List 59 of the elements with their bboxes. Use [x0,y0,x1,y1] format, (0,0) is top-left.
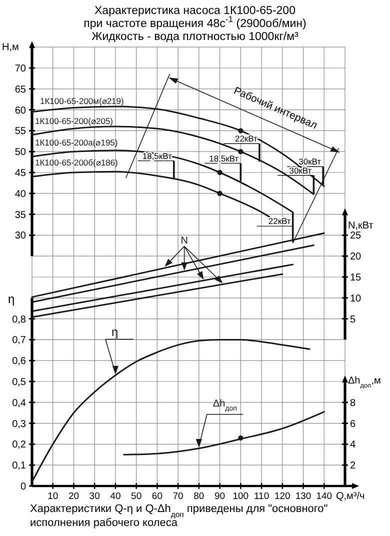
y2-axis-title: N,кВт [348,220,374,232]
x-tick-label: 60 [152,491,162,502]
x-tick-label: 140 [316,491,332,502]
series-label: 1К100-65-200а(⌀195) [35,138,118,148]
annotation: 22кВт [234,134,258,144]
y-axis-title: H,м [2,42,19,54]
y-tick-label: 0,4 [12,398,26,409]
y2-tick-label: 6 [350,418,356,430]
x-tick-label: 70 [172,491,184,502]
x-tick-label: 120 [274,491,290,502]
y-tick-label: 40 [14,188,26,200]
x-tick-label: 40 [110,491,121,502]
y-tick-label: 0,2 [12,440,26,451]
y2-tick-label: 4 [350,440,356,451]
y-tick-label: 0,5 [12,377,26,388]
annotation: 18,5кВт [142,150,172,161]
y2-tick-label: 8 [350,398,356,409]
y2-tick-label: 10 [350,293,362,304]
y2-axis-title: Δh$_{доп}$,м [348,376,381,389]
x-tick-label: 100 [232,491,249,502]
y2-tick-label: 25 [350,230,362,242]
x-tick-label: 90 [214,491,226,502]
text: Δh$_{доп}$ [212,398,238,412]
x-tick-label: 80 [194,491,204,502]
chart-title: Характеристика насоса 1К100-65-200 [94,5,296,17]
y-tick-label: 0,1 [12,460,26,472]
series-label: 1К100-65-200м(⌀219) [40,96,124,106]
y-tick-label: 0 [20,482,26,492]
x-axis-title: Q,м³/ч [336,491,365,502]
y-axis-title: η [8,292,15,306]
y-tick-label: 0,8 [12,314,26,326]
y-tick-label: 30 [14,230,26,242]
y-tick-label: 55 [14,126,26,138]
annotation: 18,5кВт [209,153,239,164]
series-label: N [180,235,188,246]
y2-tick-label: 5 [350,314,356,326]
x-tick-label: 50 [131,491,142,502]
x-tick-label: 110 [254,491,270,502]
x-tick-label: 30 [89,491,100,502]
y-tick-label: 70 [14,64,26,74]
y-tick-label: 45 [14,168,26,179]
y2-tick-label: 2 [350,460,356,472]
series-label: 1К100-65-200(⌀205) [35,116,114,126]
x-tick-label: 130 [295,491,312,502]
y-tick-label: 35 [14,210,26,221]
y-tick-label: 65 [14,84,26,96]
x-tick-label: 10 [48,491,58,502]
legend-label: 1К100-65-200б(⌀186) [35,158,118,168]
text: η [111,325,118,340]
text: Характеристики Q-η и Q-Δh$_{доп}$ приведены для "основного" исполнения рабочего колеса [30,503,328,529]
y2-tick-label: 15 [350,272,362,284]
y-tick-label: 50 [14,147,26,158]
y-tick-label: 0,7 [12,335,26,346]
annotation: 30кВт [298,156,322,167]
y-tick-label: 60 [14,105,26,116]
x-tick-label: 20 [68,491,80,502]
y-tick-label: 0,3 [12,418,26,430]
y2-tick-label: 20 [350,252,362,263]
y-tick-label: 0,6 [12,356,26,368]
